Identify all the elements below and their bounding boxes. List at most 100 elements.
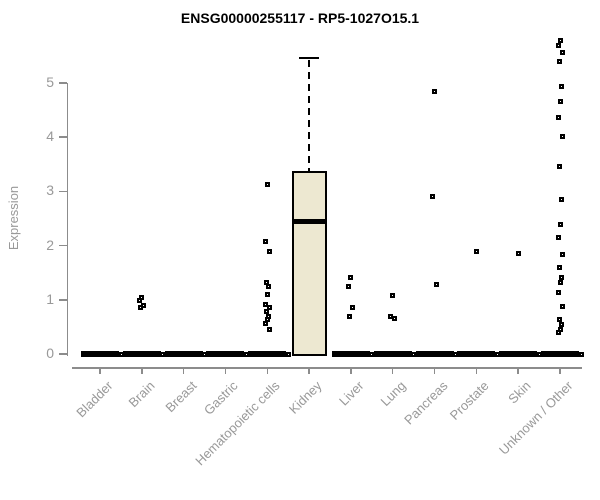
data-point — [388, 313, 394, 319]
data-point — [243, 351, 249, 357]
data-point — [137, 298, 143, 304]
data-point — [262, 238, 268, 244]
data-point — [556, 316, 562, 322]
data-point — [555, 234, 561, 240]
data-point — [556, 264, 562, 270]
y-tick-label: 0 — [46, 345, 54, 361]
data-point — [536, 351, 542, 357]
data-point — [515, 250, 521, 256]
y-tick-label: 2 — [46, 236, 54, 253]
data-point — [556, 163, 562, 169]
data-point — [557, 279, 563, 285]
data-point — [266, 305, 272, 311]
data-point — [557, 38, 563, 44]
zero-box-bar — [331, 351, 370, 357]
x-axis-tick — [266, 367, 269, 374]
x-axis-tick — [433, 367, 436, 374]
data-point — [453, 351, 459, 357]
x-axis-tick — [224, 367, 227, 374]
data-point — [559, 134, 565, 140]
chart-title: ENSG00000255117 - RP5-1027O15.1 — [180, 10, 420, 26]
data-point — [138, 305, 144, 311]
x-axis-tick — [308, 367, 310, 374]
data-point — [559, 49, 565, 55]
data-point — [390, 292, 396, 298]
data-point — [346, 284, 352, 290]
x-axis-tick — [391, 367, 394, 374]
data-point — [369, 351, 375, 357]
zero-box-bar — [122, 351, 161, 357]
zero-box-bar — [81, 351, 119, 357]
data-point — [557, 221, 563, 227]
data-point — [266, 248, 272, 254]
y-axis-label: Expression — [6, 185, 21, 251]
data-point — [558, 197, 564, 203]
data-point — [264, 291, 270, 297]
data-point — [118, 351, 124, 357]
zero-box-bar — [541, 351, 579, 357]
data-point — [264, 182, 270, 188]
x-axis-tick — [350, 367, 352, 374]
zero-box-bar — [499, 351, 538, 357]
data-point — [556, 59, 562, 65]
data-point — [494, 351, 500, 357]
data-point — [555, 115, 561, 121]
data-point — [473, 249, 479, 255]
y-axis-tick — [59, 244, 67, 247]
data-point — [160, 351, 166, 357]
data-point — [432, 89, 438, 95]
whisker-cap — [299, 56, 320, 59]
data-point — [558, 84, 564, 90]
zero-box-bar — [373, 351, 412, 357]
data-point — [411, 351, 417, 357]
data-point — [555, 289, 561, 295]
data-point — [434, 282, 440, 288]
y-tick-label: 1 — [46, 290, 54, 307]
data-point — [430, 193, 436, 199]
data-point — [285, 351, 291, 357]
x-axis-line — [72, 367, 582, 369]
data-point — [578, 351, 584, 357]
data-point — [555, 42, 561, 48]
y-axis-tick — [59, 299, 67, 301]
x-axis-tick — [559, 367, 561, 374]
y-tick-label: 4 — [46, 128, 54, 145]
data-point — [559, 303, 565, 309]
data-point — [557, 99, 563, 105]
x-axis-tick — [99, 367, 101, 374]
zero-box-bar — [415, 351, 454, 357]
box — [291, 171, 327, 356]
y-axis-tick — [59, 136, 67, 138]
x-axis-tick — [517, 367, 519, 374]
data-point — [262, 301, 268, 307]
y-axis-tick — [59, 82, 67, 84]
data-point — [141, 302, 147, 308]
y-axis-tick — [59, 353, 67, 355]
zero-box-bar — [248, 351, 287, 357]
data-point — [348, 274, 354, 280]
y-axis-line — [66, 83, 68, 356]
data-point — [202, 351, 208, 357]
median-line — [291, 218, 327, 224]
data-point — [347, 313, 353, 319]
x-axis-tick — [475, 367, 478, 374]
x-axis-tick — [141, 367, 143, 374]
y-tick-label: 5 — [46, 74, 54, 90]
zero-box-bar — [457, 351, 496, 357]
x-axis-tick — [182, 367, 185, 374]
data-point — [558, 274, 564, 280]
data-point — [559, 251, 565, 257]
zero-box-bar — [206, 351, 245, 357]
data-point — [263, 309, 269, 315]
data-point — [555, 329, 561, 335]
data-point — [265, 283, 271, 289]
y-tick-label: 3 — [46, 182, 54, 199]
y-axis-tick — [59, 190, 67, 193]
zero-box-bar — [164, 351, 203, 357]
data-point — [558, 321, 564, 327]
data-point — [266, 327, 272, 333]
data-point — [350, 304, 356, 310]
data-point — [392, 316, 398, 322]
upper-whisker — [308, 59, 311, 172]
